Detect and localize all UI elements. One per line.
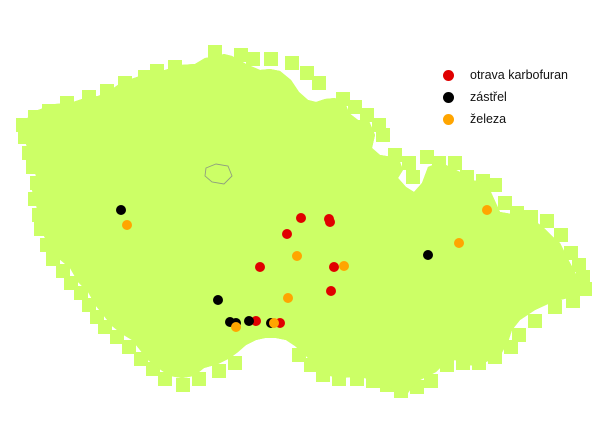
incident-point-trap — [283, 293, 293, 303]
legend-dot-black — [443, 91, 454, 103]
fringe-cell — [578, 282, 592, 296]
fringe-cell — [376, 128, 390, 142]
incident-point-carbofuran — [282, 229, 292, 239]
fringe-cell — [285, 56, 299, 70]
prague-outline — [204, 163, 233, 185]
fringe-cell — [110, 330, 124, 344]
legend-item-trap: železa — [443, 108, 568, 130]
fringe-cell — [264, 52, 278, 66]
fringe-cell — [192, 372, 206, 386]
fringe-cell — [548, 300, 562, 314]
legend-item-shooting: zástřel — [443, 86, 568, 108]
fringe-cell — [498, 196, 512, 210]
incident-points — [116, 205, 492, 332]
fringe-cell — [246, 52, 260, 66]
fringe-cell — [74, 286, 88, 300]
incident-point-trap — [454, 238, 464, 248]
fringe-cell — [448, 156, 462, 170]
fringe-cell — [212, 364, 226, 378]
fringe-cell — [312, 76, 326, 90]
fringe-cell — [528, 314, 542, 328]
legend: otrava karbofuran zástřel železa — [443, 64, 568, 130]
incident-point-trap — [269, 318, 279, 328]
fringe-cell — [56, 264, 70, 278]
incident-point-trap — [231, 322, 241, 332]
fringe-cell — [158, 372, 172, 386]
incident-point-carbofuran — [255, 262, 265, 272]
fringe-cell — [420, 150, 434, 164]
legend-label-carbofuran: otrava karbofuran — [470, 68, 568, 82]
fringe-cell — [564, 246, 578, 260]
fringe-cell — [228, 356, 242, 370]
incident-point-carbofuran — [325, 217, 335, 227]
incident-point-carbofuran — [329, 262, 339, 272]
fringe-cell — [512, 328, 526, 342]
fringe-cell — [348, 100, 362, 114]
legend-dot-red — [443, 69, 454, 81]
incident-point-shooting — [213, 295, 223, 305]
fringe-cell — [554, 228, 568, 242]
fringe-cell — [406, 170, 420, 184]
legend-label-trap: železa — [470, 112, 507, 126]
incident-point-trap — [122, 220, 132, 230]
incident-point-trap — [292, 251, 302, 261]
fringe-cell — [122, 340, 136, 354]
incident-point-carbofuran — [251, 316, 261, 326]
fringe-cell — [176, 378, 190, 392]
fringe-cell — [488, 178, 502, 192]
fringe-cell — [576, 270, 590, 284]
fringe-cell — [300, 66, 314, 80]
fringe-cell — [234, 48, 248, 62]
legend-dot-orange — [443, 113, 454, 125]
incident-point-shooting — [116, 205, 126, 215]
legend-item-carbofuran: otrava karbofuran — [443, 64, 568, 86]
fringe-cell — [424, 374, 438, 388]
incident-point-trap — [482, 205, 492, 215]
fringe-cell — [572, 258, 586, 272]
fringe-cell — [82, 298, 96, 312]
incident-point-carbofuran — [326, 286, 336, 296]
incident-point-trap — [339, 261, 349, 271]
fringe-cell — [98, 320, 112, 334]
incident-point-carbofuran — [296, 213, 306, 223]
fringe-cell — [504, 340, 518, 354]
incident-point-shooting — [423, 250, 433, 260]
fringe-cell — [360, 108, 374, 122]
fringe-cell — [540, 214, 554, 228]
legend-label-shooting: zástřel — [470, 90, 507, 104]
fringe-cell — [402, 156, 416, 170]
incident-point-shooting — [244, 316, 254, 326]
fringe-cell — [208, 45, 222, 59]
